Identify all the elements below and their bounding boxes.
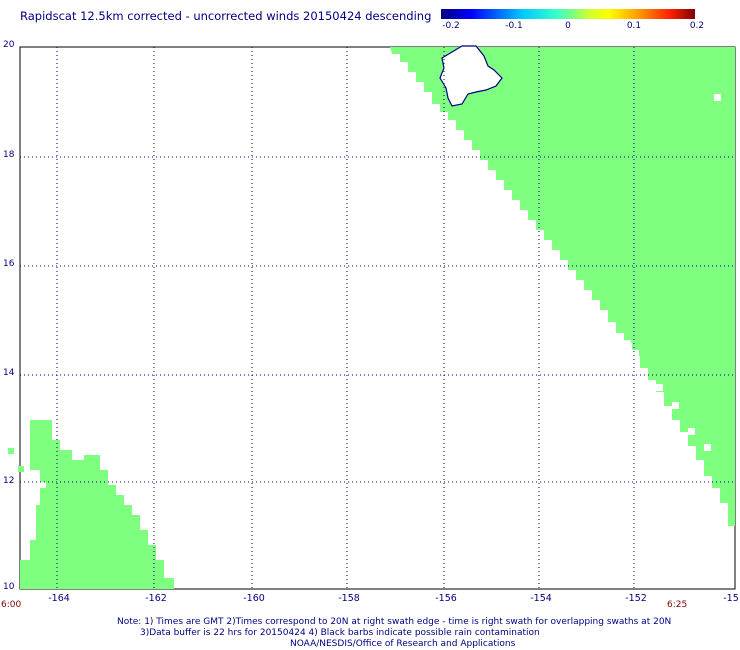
colorbar-label: -0.1 [505, 21, 523, 31]
lat-label: 18 [3, 150, 15, 160]
lon-label: -164 [48, 593, 70, 604]
lon-label: -154 [530, 593, 552, 604]
lat-label: 20 [3, 40, 15, 50]
lon-label: -15 [723, 593, 739, 604]
island-coastline [439, 45, 503, 107]
map-title: Rapidscat 12.5km corrected - uncorrected… [20, 9, 432, 23]
lon-label: -160 [243, 593, 265, 604]
swath-speck [8, 448, 14, 454]
colorbar [441, 9, 695, 19]
colorbar-label: -0.2 [442, 21, 460, 31]
lat-label: 10 [3, 582, 15, 592]
colorbar-label: 0.2 [689, 21, 705, 31]
lon-label: -156 [435, 593, 457, 604]
lon-label: -162 [145, 593, 167, 604]
swath-gaps [40, 94, 721, 488]
swath-east [390, 47, 735, 526]
lat-label: 12 [3, 476, 15, 486]
swath-west [20, 420, 174, 589]
lon-label: -152 [625, 593, 647, 604]
lat-label: 14 [3, 368, 15, 378]
colorbar-label: 0 [565, 21, 571, 31]
swath-data [8, 47, 735, 589]
swath-speck [18, 466, 24, 472]
colorbar-label: 0.1 [626, 21, 642, 31]
note-line-1: Note: 1) Times are GMT 2)Times correspon… [117, 617, 672, 627]
lon-label: -158 [338, 593, 360, 604]
lat-label: 16 [3, 259, 15, 269]
swath-time-right: 6:25 [667, 600, 688, 610]
note-line-2: 3)Data buffer is 22 hrs for 20150424 4) … [140, 628, 540, 638]
note-line-3: NOAA/NESDIS/Office of Research and Appli… [290, 639, 516, 649]
swath-time-left: 6:00 [1, 600, 22, 610]
